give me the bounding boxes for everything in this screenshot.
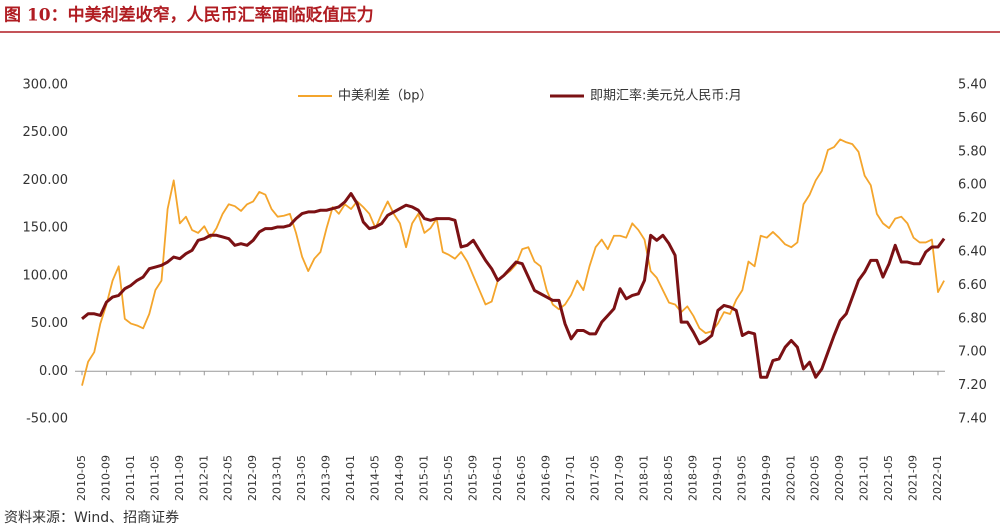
x-tick-label: 2015-09 (466, 455, 479, 501)
x-tick-label: 2022-01 (931, 455, 944, 501)
x-tick-label: 2018-05 (662, 455, 675, 501)
x-tick-label: 2017-09 (613, 455, 626, 501)
legend-label: 中美利差（bp） (338, 89, 433, 104)
x-tick-label: 2013-01 (271, 455, 284, 501)
y2-tick-label: 7.20 (958, 378, 987, 393)
x-tick-label: 2011-05 (148, 455, 161, 501)
x-tick-label: 2013-05 (295, 455, 308, 501)
x-tick-label: 2015-05 (442, 455, 455, 501)
x-tick-label: 2020-05 (809, 455, 822, 501)
x-tick-label: 2019-05 (735, 455, 748, 501)
x-tick-label: 2016-05 (515, 455, 528, 501)
x-tick-label: 2012-05 (222, 455, 235, 501)
y-tick-label: 250.00 (23, 125, 69, 140)
y-tick-label: 100.00 (23, 268, 69, 283)
x-tick-label: 2018-01 (638, 455, 651, 501)
y-tick-label: 50.00 (31, 316, 68, 331)
y2-tick-label: 7.40 (958, 412, 987, 427)
x-tick-label: 2016-01 (491, 455, 504, 501)
y2-tick-label: 6.40 (958, 245, 987, 260)
y-tick-label: 300.00 (23, 78, 69, 93)
x-tick-label: 2014-09 (393, 455, 406, 501)
x-tick-label: 2010-05 (75, 455, 88, 501)
x-tick-label: 2011-09 (173, 455, 186, 501)
y2-tick-label: 5.80 (958, 144, 987, 159)
x-tick-label: 2021-05 (882, 455, 895, 501)
x-tick-label: 2020-01 (784, 455, 797, 501)
x-tick-label: 2014-01 (344, 455, 357, 501)
x-tick-label: 2021-01 (858, 455, 871, 501)
x-tick-label: 2013-09 (320, 455, 333, 501)
series-line (81, 138, 945, 386)
y2-tick-label: 6.80 (958, 311, 987, 326)
x-tick-label: 2016-09 (540, 455, 553, 501)
series-line (81, 192, 946, 379)
y2-tick-label: 5.60 (958, 111, 987, 126)
x-tick-label: 2019-01 (711, 455, 724, 501)
legend-label: 即期汇率:美元兑人民币:月 (590, 88, 742, 104)
x-tick-label: 2011-01 (124, 455, 137, 501)
x-tick-label: 2012-09 (246, 455, 259, 501)
y2-tick-label: 6.20 (958, 211, 987, 226)
x-tick-label: 2019-09 (760, 455, 773, 501)
x-tick-label: 2021-09 (907, 455, 920, 501)
y2-tick-label: 6.60 (958, 278, 987, 293)
x-tick-label: 2010-09 (99, 455, 112, 501)
x-tick-label: 2018-09 (686, 455, 699, 501)
y2-tick-label: 7.00 (958, 345, 987, 360)
x-tick-label: 2015-01 (417, 455, 430, 501)
x-tick-label: 2017-05 (589, 455, 602, 501)
y-tick-label: 200.00 (23, 173, 69, 188)
x-tick-label: 2020-09 (833, 455, 846, 501)
source-note: 资料来源：Wind、招商证券 (4, 510, 179, 526)
y2-tick-label: 6.00 (958, 178, 987, 193)
y-tick-label: -50.00 (26, 412, 68, 427)
y-tick-label: 0.00 (39, 364, 68, 379)
chart-title: 图 10：中美利差收窄，人民币汇率面临贬值压力 (4, 5, 374, 26)
x-tick-label: 2014-05 (368, 455, 381, 501)
y2-tick-label: 5.40 (958, 78, 987, 93)
x-tick-label: 2012-01 (197, 455, 210, 501)
y-tick-label: 150.00 (23, 221, 69, 236)
x-tick-label: 2017-01 (564, 455, 577, 501)
